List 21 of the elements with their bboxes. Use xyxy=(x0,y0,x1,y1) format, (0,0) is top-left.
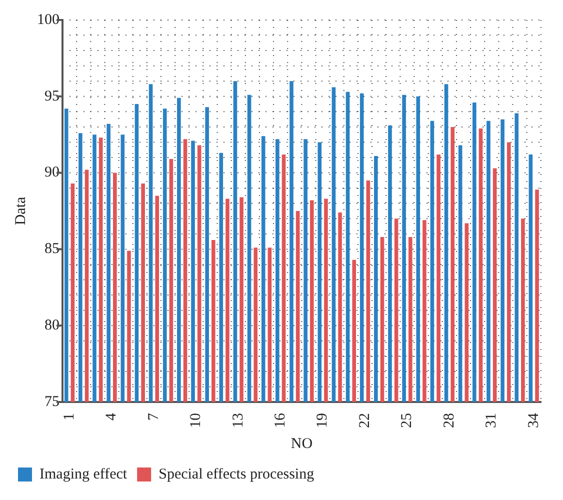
y-tick-label: 100 xyxy=(37,12,60,28)
x-tick-label: 13 xyxy=(230,413,246,428)
y-tick-label: 95 xyxy=(44,88,60,104)
x-axis-title: NO xyxy=(290,436,313,452)
x-tick-label: 22 xyxy=(356,413,373,428)
x-tick-label: 19 xyxy=(314,413,331,428)
x-tick-label: 25 xyxy=(399,413,416,428)
y-tick-label: 80 xyxy=(44,318,60,334)
x-tick-label: 28 xyxy=(441,413,458,428)
legend-label: Special effects processing xyxy=(158,466,315,482)
x-tick-label: 16 xyxy=(272,412,289,428)
y-axis-title: Data xyxy=(12,196,29,226)
x-tick-label: 10 xyxy=(188,413,204,428)
y-tick-label: 90 xyxy=(44,164,60,181)
x-tick-label: 34 xyxy=(526,412,542,428)
x-tick-label: 4 xyxy=(104,412,120,420)
y-tick-label: 85 xyxy=(44,241,60,258)
x-tick-label: 31 xyxy=(484,413,500,428)
x-tick-label: 1 xyxy=(61,413,78,420)
legend-label: Imaging effect xyxy=(40,466,128,482)
x-tick-label: 7 xyxy=(146,412,162,420)
